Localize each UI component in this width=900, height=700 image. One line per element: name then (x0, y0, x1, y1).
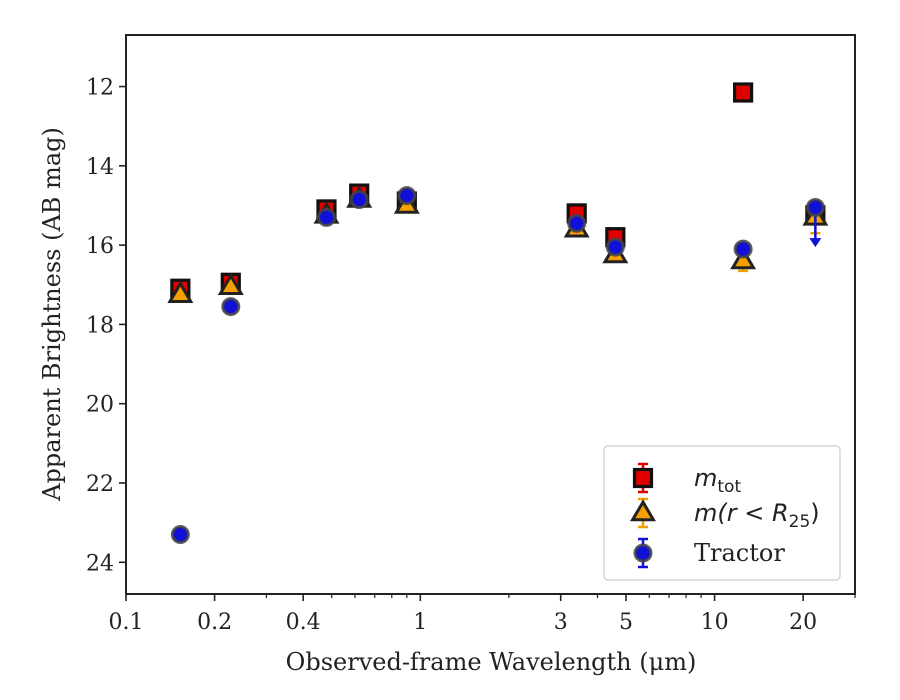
y-tick-label: 16 (86, 234, 114, 259)
y-axis-label: Apparent Brightness (AB mag) (38, 127, 66, 502)
legend-entry: m(r < R25) (630, 497, 820, 532)
data-point (733, 239, 753, 259)
x-tick-label: 20 (789, 610, 817, 635)
data-point (221, 297, 241, 317)
y-tick-label: 22 (86, 472, 114, 497)
legend-marker (633, 543, 653, 563)
x-tick-label: 1 (413, 610, 427, 635)
upper-limit-arrow (809, 238, 822, 248)
y-tick-label: 20 (86, 393, 114, 418)
x-tick-label: 0.1 (109, 610, 144, 635)
data-point (316, 207, 336, 227)
legend-label: Tractor (694, 539, 785, 567)
plot-frame (125, 34, 856, 595)
series-m-r-r25 (167, 185, 829, 303)
plot-area (125, 34, 856, 595)
data-point (217, 272, 244, 296)
y-axis: 12 14 16 18 20 22 24 (86, 76, 126, 576)
y-tick-label: 24 (86, 551, 114, 576)
data-point (167, 280, 194, 303)
x-tick-label: 0.2 (197, 610, 232, 635)
series-tractor (170, 186, 825, 545)
data-point (733, 82, 754, 103)
data-point (567, 213, 587, 233)
data-point (349, 190, 369, 210)
x-axis-label: Observed-frame Wavelength (μm) (286, 648, 697, 676)
legend-entry: Tractor (633, 537, 785, 569)
legend-label: mtot (694, 464, 741, 497)
legend-label: m(r < R25) (694, 499, 820, 532)
x-tick-label: 5 (619, 610, 633, 635)
x-tick-label: 0.4 (286, 610, 321, 635)
data-point (170, 525, 190, 545)
legend-entry: mtot (632, 462, 741, 497)
data-point (805, 197, 825, 217)
y-tick-label: 12 (86, 76, 114, 101)
legend-marker (632, 467, 654, 489)
y-tick-label: 18 (86, 313, 114, 338)
x-tick-label: 3 (554, 610, 568, 635)
y-tick-label: 14 (86, 155, 114, 180)
x-tick-label: 10 (701, 610, 729, 635)
legend-box (603, 445, 841, 581)
data-point (605, 237, 625, 257)
series-m-tot (170, 82, 826, 299)
x-axis: 0.1 0.2 0.4 1 3 5 10 20 (109, 594, 856, 635)
data-point (730, 247, 757, 270)
data-point (397, 186, 417, 206)
legend-marker (630, 499, 656, 522)
